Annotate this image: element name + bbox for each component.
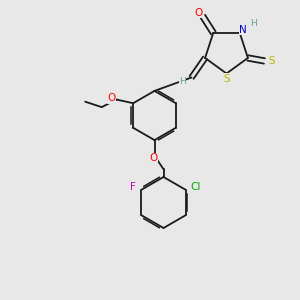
Text: O: O xyxy=(194,8,202,18)
Text: O: O xyxy=(149,153,157,163)
Text: N: N xyxy=(239,25,247,35)
Text: S: S xyxy=(268,56,275,66)
Text: Cl: Cl xyxy=(190,182,200,192)
Text: H: H xyxy=(250,19,256,28)
Text: S: S xyxy=(223,74,230,84)
Text: H: H xyxy=(179,76,186,85)
Text: F: F xyxy=(130,182,136,192)
Text: O: O xyxy=(107,93,116,103)
